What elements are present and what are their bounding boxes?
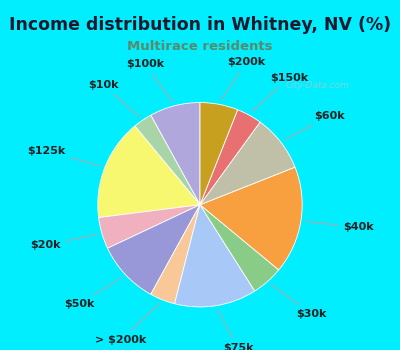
Text: Multirace residents: Multirace residents <box>127 40 273 53</box>
Text: Income distribution in Whitney, NV (%): Income distribution in Whitney, NV (%) <box>9 16 391 34</box>
Text: $30k: $30k <box>271 285 326 318</box>
Text: $60k: $60k <box>285 111 345 140</box>
Wedge shape <box>151 205 200 304</box>
Text: $20k: $20k <box>30 234 97 250</box>
Wedge shape <box>200 103 238 205</box>
Text: $200k: $200k <box>221 57 265 100</box>
Wedge shape <box>98 126 200 218</box>
Text: City-Data.com: City-Data.com <box>286 81 350 90</box>
Wedge shape <box>200 122 295 205</box>
Text: > $200k: > $200k <box>95 303 160 345</box>
Wedge shape <box>200 110 260 205</box>
Wedge shape <box>99 205 200 248</box>
Text: $10k: $10k <box>88 80 139 117</box>
Wedge shape <box>108 205 200 294</box>
Text: $150k: $150k <box>252 72 308 112</box>
Text: $125k: $125k <box>27 146 100 166</box>
Wedge shape <box>200 167 302 270</box>
Wedge shape <box>151 103 200 205</box>
Text: $40k: $40k <box>306 221 374 232</box>
Text: $50k: $50k <box>64 278 122 309</box>
Text: $100k: $100k <box>126 59 172 102</box>
Wedge shape <box>174 205 255 307</box>
Wedge shape <box>200 205 279 291</box>
Text: $75k: $75k <box>218 310 253 350</box>
Wedge shape <box>135 115 200 205</box>
